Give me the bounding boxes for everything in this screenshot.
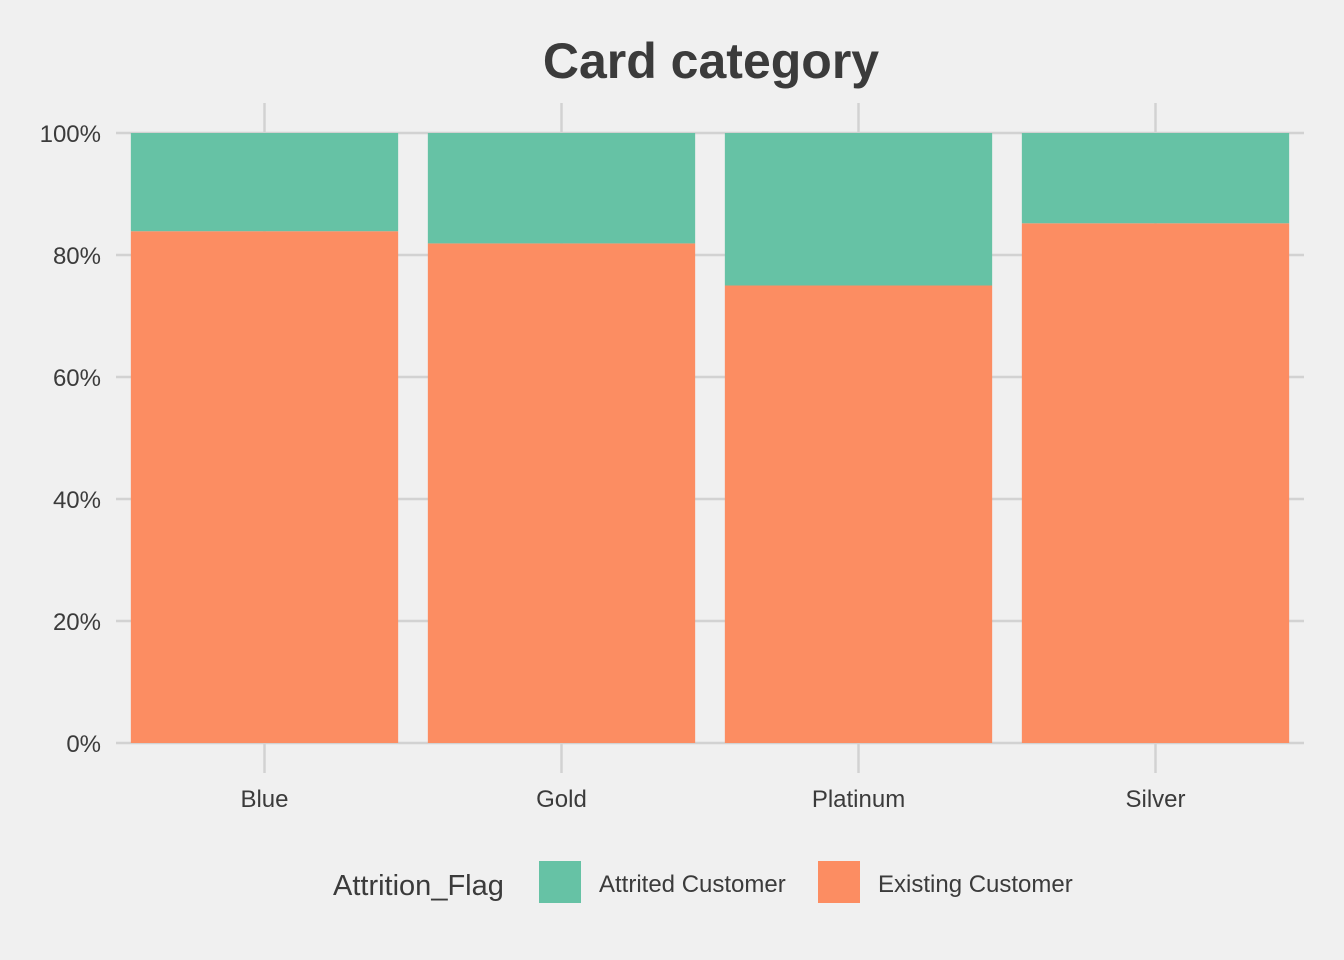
bar-blue-existing-customer (130, 231, 399, 743)
bar-gold-existing-customer (427, 243, 696, 743)
legend-label: Existing Customer (878, 871, 1073, 898)
bar-silver-existing-customer (1021, 223, 1290, 743)
y-tick-label: 40% (53, 487, 101, 514)
chart-title: Card category (543, 33, 879, 89)
x-tick-label: Blue (240, 786, 288, 813)
legend-label: Attrited Customer (599, 871, 786, 898)
y-tick-label: 60% (53, 365, 101, 392)
x-axis: Blue Gold Platinum Silver (240, 786, 1185, 813)
bar-blue-attrited-customer (130, 133, 399, 232)
legend-key-existing-customer (818, 861, 860, 903)
bar-platinum-existing-customer (724, 285, 993, 743)
bar-silver-attrited-customer (1021, 133, 1290, 224)
y-tick-label: 0% (66, 731, 101, 758)
bar-platinum-attrited-customer (724, 133, 993, 286)
x-tick-label: Gold (536, 786, 587, 813)
legend: Attrition_Flag Attrited Customer Existing… (333, 861, 1073, 903)
bars (130, 133, 1290, 743)
y-axis: 0% 20% 40% 60% 80% 100% (40, 121, 101, 758)
y-tick-label: 80% (53, 243, 101, 270)
x-tick-label: Silver (1125, 786, 1185, 813)
legend-title: Attrition_Flag (333, 870, 504, 902)
y-tick-label: 20% (53, 609, 101, 636)
bar-gold-attrited-customer (427, 133, 696, 244)
legend-key-attrited-customer (539, 861, 581, 903)
x-tick-label: Platinum (812, 786, 905, 813)
y-tick-label: 100% (40, 121, 101, 148)
